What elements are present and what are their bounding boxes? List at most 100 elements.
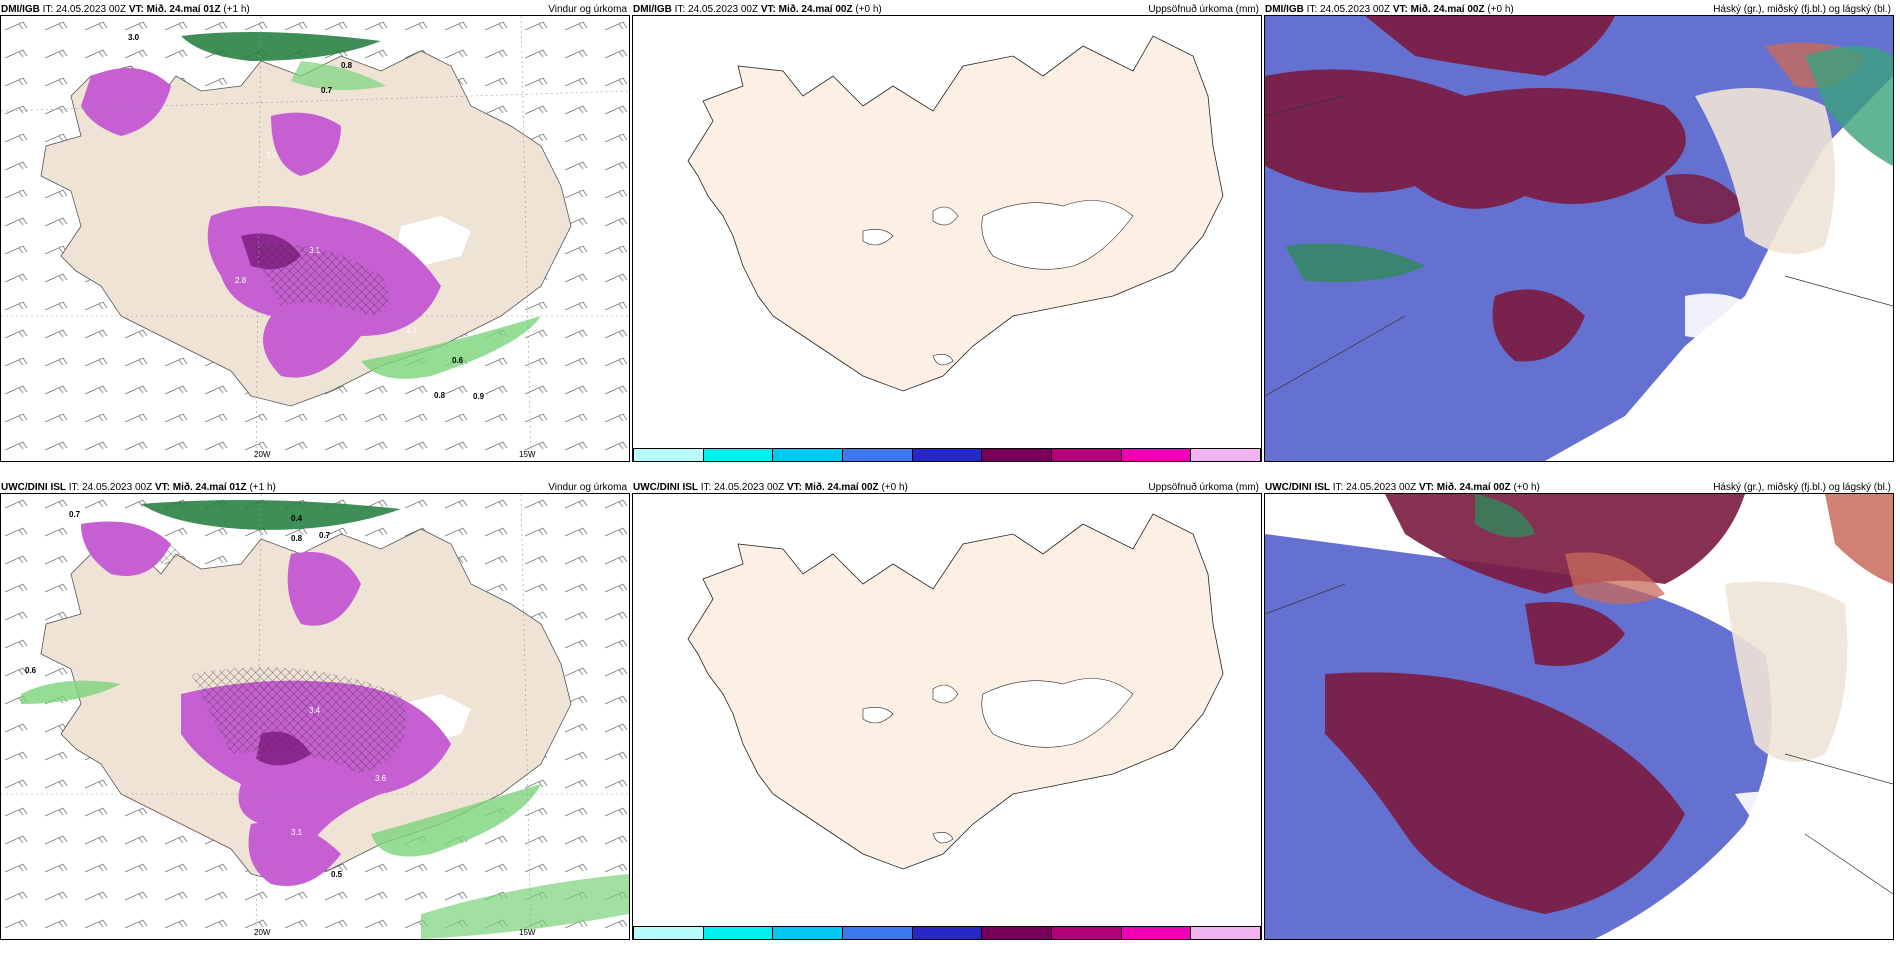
- model-name: DMI/IGB: [1265, 4, 1304, 15]
- panel-header: UWC/DINI ISL IT: 24.05.2023 00Z VT: Mið.…: [632, 482, 1262, 496]
- panel-wind-precip-uwc: UWC/DINI ISL IT: 24.05.2023 00Z VT: Mið.…: [0, 478, 630, 956]
- precip-value-label: 0.9: [473, 392, 485, 401]
- map-area[interactable]: 3.0 0.8 0.7 3.0 2.8 3.1 3.1 0.6 0.8 0.9 …: [0, 15, 630, 462]
- precip-green-south: [361, 316, 541, 379]
- legend-swatch: [843, 449, 913, 461]
- legend-swatch: [912, 449, 983, 461]
- legend-swatch: [1121, 449, 1192, 461]
- glacier-hofsjokull: [862, 229, 894, 246]
- forecast-step: (+0 h): [1487, 4, 1514, 15]
- panel-header: DMI/IGB IT: 24.05.2023 00Z VT: Mið. 24.m…: [0, 4, 630, 18]
- precip-value-label: 0.8: [291, 534, 303, 543]
- panel-header: DMI/IGB IT: 24.05.2023 00Z VT: Mið. 24.m…: [1264, 4, 1894, 18]
- forecast-step: (+0 h): [855, 4, 882, 15]
- precip-value-label: 3.0: [266, 151, 278, 160]
- legend-swatch: [1052, 449, 1122, 461]
- precip-value-label: 0.6: [25, 666, 37, 675]
- clear-land: [1725, 581, 1848, 762]
- valid-time: VT: Mið. 24.maí 00Z: [1392, 4, 1485, 15]
- wind-precip-map: [1, 494, 629, 939]
- legend-swatch: [703, 927, 774, 939]
- precip-value-label: 0.5: [331, 870, 343, 879]
- cloud-low-layer: [1285, 243, 1425, 282]
- graticule-lon: [520, 16, 532, 461]
- precip-value-label: 3.1: [291, 828, 303, 837]
- model-name: DMI/IGB: [633, 4, 672, 15]
- map-area[interactable]: 1 10 25 50 75 100 150 200 400: [632, 15, 1262, 462]
- glacier-vatnajokull: [981, 200, 1134, 270]
- lon-label: 20W: [254, 928, 271, 937]
- precip-west: [81, 521, 171, 576]
- precip-value-label: 0.7: [321, 86, 333, 95]
- precip-green-west: [21, 680, 121, 704]
- wind-precip-map: [1, 16, 629, 461]
- map-border-line: [1265, 315, 1406, 397]
- cloud-high-layer: [1665, 174, 1745, 224]
- forecast-step: (+1 h): [249, 482, 276, 493]
- legend-swatch: [843, 927, 913, 939]
- precip-legend: [633, 448, 1261, 461]
- valid-time: VT: Mið. 24.maí 01Z: [154, 482, 247, 493]
- cloud-map: [1265, 494, 1893, 939]
- accum-precip-map: [687, 513, 1224, 870]
- glacier-hofsjokull: [862, 707, 894, 724]
- valid-time: VT: Mið. 24.maí 00Z: [786, 482, 879, 493]
- panel-title: Háský (gr.), miðský (fj.bl.) og lágský (…: [1713, 482, 1891, 493]
- glacier: [396, 216, 471, 266]
- init-time: IT: 24.05.2023 00Z: [42, 4, 127, 15]
- model-name: UWC/DINI ISL: [633, 482, 698, 493]
- map-border-line: [1784, 275, 1893, 307]
- glacier-myrdalsjokull: [932, 354, 954, 366]
- panel-clouds-uwc: UWC/DINI ISL IT: 24.05.2023 00Z VT: Mið.…: [1264, 478, 1894, 956]
- legend-swatch: [1121, 927, 1192, 939]
- precip-value-label: 0.8: [434, 391, 446, 400]
- panel-title: Uppsöfnuð úrkoma (mm): [1148, 4, 1259, 15]
- legend-swatch: [1052, 927, 1122, 939]
- legend-swatch: [1191, 927, 1261, 939]
- graticule-lon: [255, 16, 262, 461]
- precip-west: [81, 68, 171, 136]
- precip-value-label: 0.8: [341, 61, 353, 70]
- model-name: DMI/IGB: [1, 4, 40, 15]
- map-area[interactable]: 1 10 25 50 75 100 150 200 400: [632, 493, 1262, 940]
- cloud-high-thin: [1825, 494, 1893, 584]
- forecast-step: (+1 h): [223, 4, 250, 15]
- precip-legend: [633, 926, 1261, 939]
- panel-accum-precip-uwc: UWC/DINI ISL IT: 24.05.2023 00Z VT: Mið.…: [632, 478, 1262, 956]
- lon-label: 15W: [519, 450, 536, 459]
- cloud-high-layer: [1265, 69, 1686, 209]
- hatched-area: [251, 244, 389, 316]
- panel-accum-precip-dmi: DMI/IGB IT: 24.05.2023 00Z VT: Mið. 24.m…: [632, 0, 1262, 478]
- panel-title: Vindur og úrkoma: [548, 4, 627, 15]
- panel-wind-precip-dmi: DMI/IGB IT: 24.05.2023 00Z VT: Mið. 24.m…: [0, 0, 630, 478]
- hatched-area: [191, 667, 406, 774]
- glacier-myrdalsjokull: [932, 832, 954, 844]
- map-area[interactable]: [1264, 493, 1894, 940]
- precip-value-label: 3.6: [375, 774, 387, 783]
- map-area[interactable]: 0.7 0.4 0.8 0.7 0.6 3.4 3.6 3.1 0.5 20W …: [0, 493, 630, 940]
- precip-green-ne: [291, 61, 386, 90]
- precip-value-label: 3.1: [406, 326, 418, 335]
- precip-value-label: 0.7: [69, 510, 81, 519]
- clear-area: [1685, 293, 1765, 339]
- precip-value-label: 3.1: [309, 246, 321, 255]
- init-time: IT: 24.05.2023 00Z: [1306, 4, 1391, 15]
- cloud-high-thin: [1565, 552, 1665, 604]
- map-border-line: [1804, 833, 1893, 895]
- init-time: IT: 24.05.2023 00Z: [1332, 482, 1417, 493]
- precip-value-label: 0.7: [319, 531, 331, 540]
- clear-land: [1695, 88, 1835, 254]
- precip-south: [248, 822, 341, 886]
- precip-green-north: [181, 32, 381, 61]
- precip-value-label: 3.0: [128, 33, 140, 42]
- valid-time: VT: Mið. 24.maí 00Z: [760, 4, 853, 15]
- legend-swatch: [982, 927, 1053, 939]
- precip-value-label: 0.4: [291, 514, 303, 523]
- valid-time: VT: Mið. 24.maí 00Z: [1418, 482, 1511, 493]
- cloud-high-layer: [1365, 16, 1615, 76]
- precip-core: [256, 731, 311, 766]
- map-area[interactable]: [1264, 15, 1894, 462]
- panel-title: Vindur og úrkoma: [548, 482, 627, 493]
- lon-label: 15W: [519, 928, 536, 937]
- model-name: UWC/DINI ISL: [1, 482, 66, 493]
